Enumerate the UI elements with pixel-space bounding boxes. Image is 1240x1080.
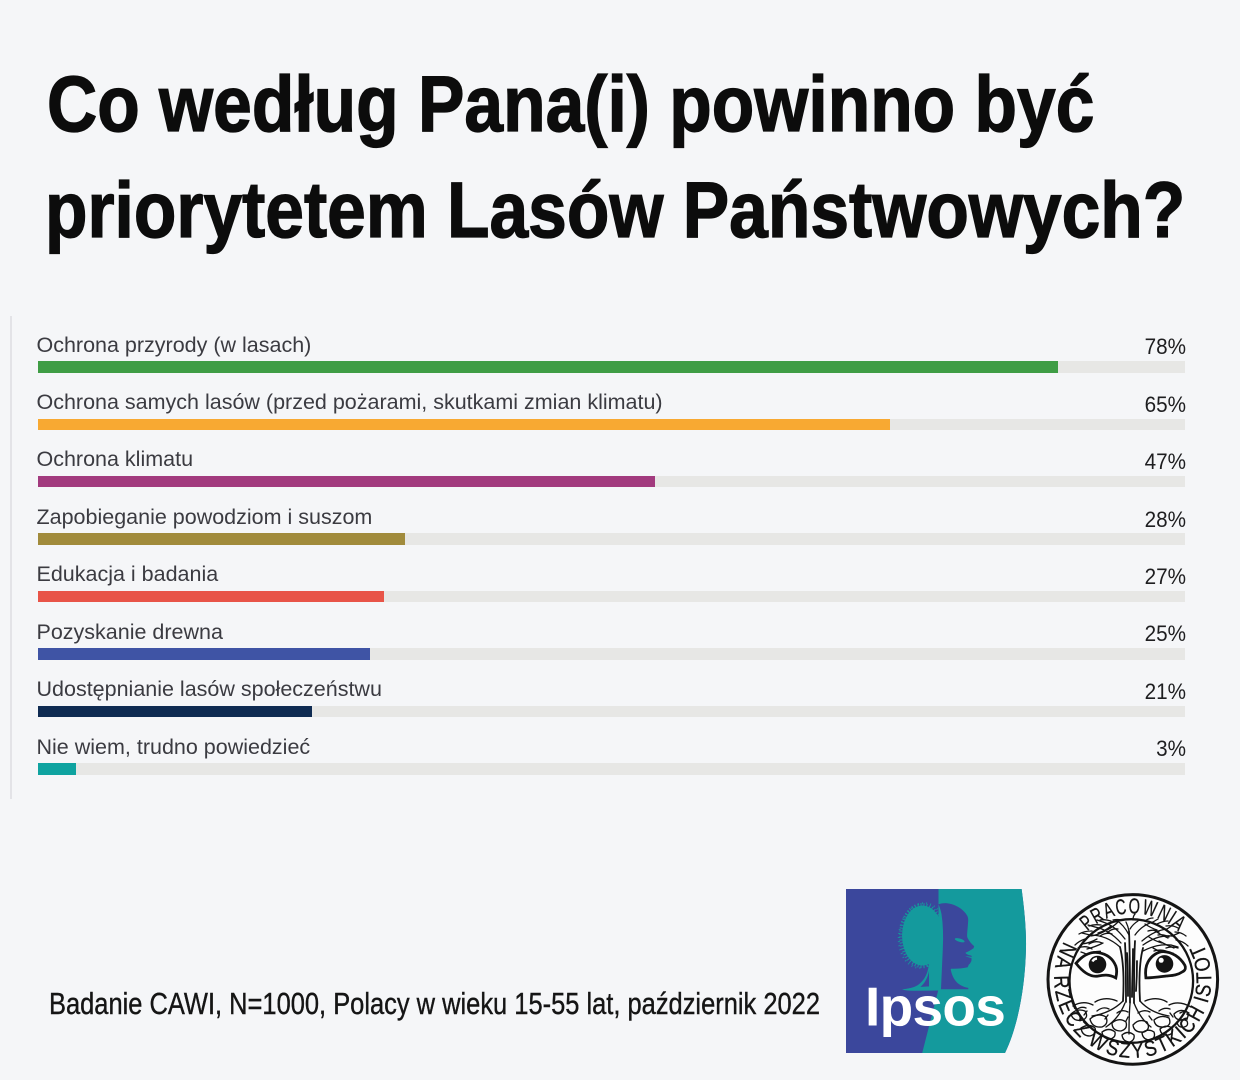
svg-text:Z: Z xyxy=(1118,1039,1132,1064)
svg-text:T: T xyxy=(1193,972,1217,984)
svg-text:O: O xyxy=(1128,893,1140,918)
svg-text:S: S xyxy=(1191,983,1216,999)
svg-text:C: C xyxy=(1113,894,1127,920)
svg-text:Z: Z xyxy=(1050,987,1076,1003)
svg-text:S: S xyxy=(1142,1036,1160,1062)
svg-text:O: O xyxy=(1190,955,1216,974)
svg-text:Ipsos: Ipsos xyxy=(865,976,1005,1038)
svg-text:I: I xyxy=(1190,994,1214,1006)
svg-text:R: R xyxy=(1049,975,1073,989)
svg-text:W: W xyxy=(1140,894,1160,921)
svg-text:Y: Y xyxy=(1131,1039,1145,1063)
